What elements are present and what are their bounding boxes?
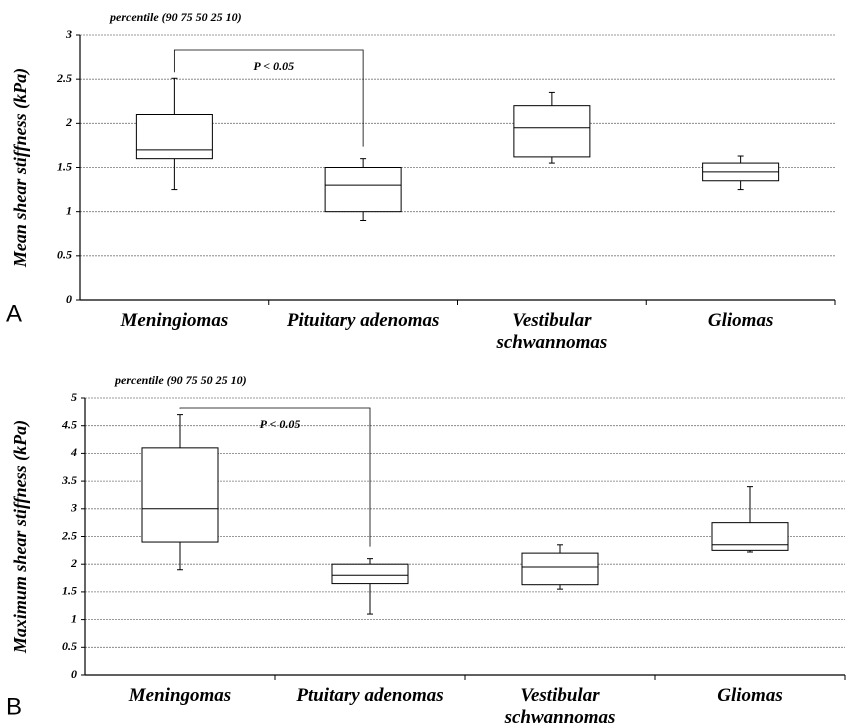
box	[711, 522, 789, 551]
panel-label: B	[6, 693, 22, 720]
x-tick-label: Gliomas	[707, 310, 774, 331]
significance-label: P < 0.05	[260, 417, 301, 431]
x-tick-label: Meningiomas	[120, 310, 229, 331]
y-tick-label: 0.5	[57, 248, 72, 262]
y-tick-label: 1.5	[62, 584, 77, 598]
x-tick-label: Vestibular schwannomas	[504, 685, 616, 726]
panel-label: A	[6, 300, 22, 327]
x-tick-label: Gliomas	[717, 685, 783, 706]
y-tick-label: 0.5	[62, 639, 77, 653]
annotation: percentile (90 75 50 25 10)	[109, 10, 242, 24]
box	[135, 114, 213, 160]
y-tick-label: 2.5	[61, 528, 77, 542]
y-tick-label: 2	[70, 556, 77, 570]
significance-label: P < 0.05	[253, 59, 294, 73]
box	[141, 447, 219, 543]
y-axis-label: Mean shear stiffness (kPa)	[10, 68, 31, 268]
annotation: percentile (90 75 50 25 10)	[114, 373, 247, 387]
x-tick-label: Pituitary adenomas	[286, 310, 440, 331]
y-tick-label: 0	[71, 667, 77, 681]
y-axis-label: Maximum shear stiffness (kPa)	[10, 420, 31, 654]
y-tick-label: 0	[66, 292, 72, 306]
box	[513, 105, 591, 158]
y-tick-label: 3.5	[61, 473, 77, 487]
y-tick-label: 1.5	[57, 159, 72, 173]
y-tick-label: 4.5	[61, 417, 77, 431]
x-tick-label: Ptuitary adenomas	[296, 685, 444, 706]
box	[324, 167, 402, 213]
significance-bracket	[173, 49, 364, 147]
significance-bracket	[179, 407, 371, 547]
box	[331, 563, 409, 585]
x-tick-label: Vestibular schwannomas	[496, 310, 608, 353]
y-tick-label: 2	[65, 115, 72, 129]
box	[521, 552, 599, 586]
y-tick-label: 1	[66, 203, 72, 217]
y-tick-label: 3	[70, 501, 77, 515]
y-tick-label: 2.5	[56, 71, 72, 85]
y-tick-label: 3	[65, 27, 72, 41]
y-tick-label: 4	[70, 445, 77, 459]
y-tick-label: 5	[71, 390, 77, 404]
y-tick-label: 1	[71, 611, 77, 625]
x-tick-label: Meningomas	[128, 685, 232, 706]
